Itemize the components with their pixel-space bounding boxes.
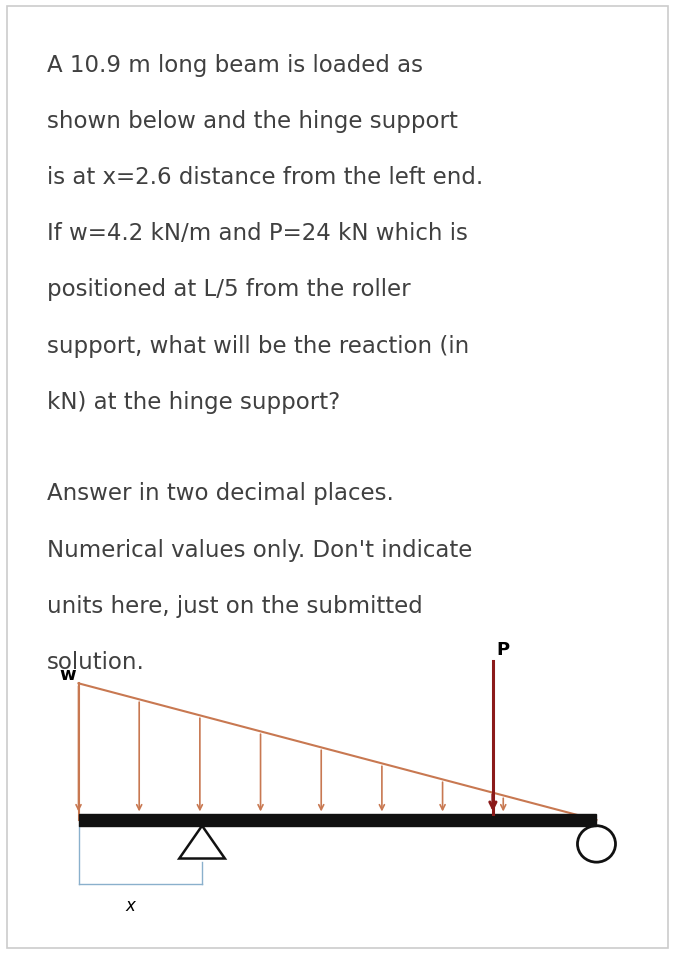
Text: units here, just on the submitted: units here, just on the submitted: [47, 595, 423, 618]
Text: shown below and the hinge support: shown below and the hinge support: [47, 110, 458, 132]
Bar: [78, 815, 597, 826]
Text: support, what will be the reaction (in: support, what will be the reaction (in: [47, 335, 470, 357]
Text: A 10.9 m long beam is loaded as: A 10.9 m long beam is loaded as: [47, 53, 423, 76]
Text: P: P: [497, 640, 510, 659]
Text: Numerical values only. Don't indicate: Numerical values only. Don't indicate: [47, 538, 472, 561]
Text: Answer in two decimal places.: Answer in two decimal places.: [47, 482, 394, 505]
Text: is at x=2.6 distance from the left end.: is at x=2.6 distance from the left end.: [47, 166, 483, 189]
Text: solution.: solution.: [47, 650, 145, 674]
Text: If w=4.2 kN/m and P=24 kN which is: If w=4.2 kN/m and P=24 kN which is: [47, 222, 468, 245]
Text: kN) at the hinge support?: kN) at the hinge support?: [47, 391, 340, 414]
Text: w: w: [59, 665, 76, 683]
Text: x: x: [126, 897, 136, 914]
Text: positioned at L/5 from the roller: positioned at L/5 from the roller: [47, 278, 411, 301]
